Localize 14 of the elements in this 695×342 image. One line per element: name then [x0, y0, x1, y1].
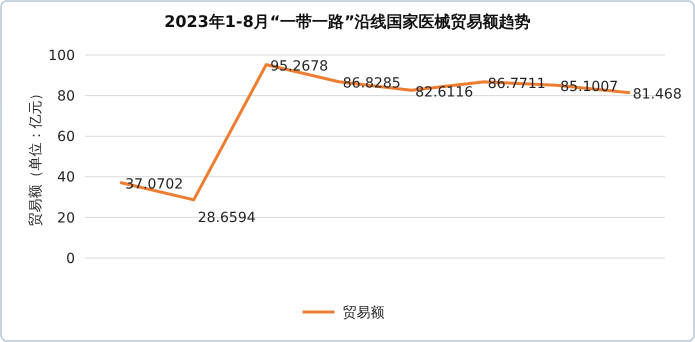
chart-title: 2023年1-8月“一带一路”沿线国家医械贸易额趋势: [164, 12, 531, 31]
y-tick-label: 80: [57, 88, 75, 104]
legend-label: 贸易额: [342, 304, 384, 321]
data-label: 95.2678: [270, 58, 328, 75]
y-axis-title: 贸易额（单位：亿元）: [28, 86, 44, 226]
data-label: 28.6594: [198, 210, 256, 226]
y-tick-label: 0: [66, 250, 75, 267]
y-tick-label: 40: [57, 170, 75, 186]
data-label: 37.0702: [125, 176, 184, 193]
data-label: 82.6116: [415, 84, 474, 100]
y-tick-label: 20: [57, 210, 75, 226]
y-tick-label: 100: [48, 48, 75, 64]
y-tick-label: 60: [57, 129, 75, 146]
data-label: 81.468: [632, 86, 682, 103]
